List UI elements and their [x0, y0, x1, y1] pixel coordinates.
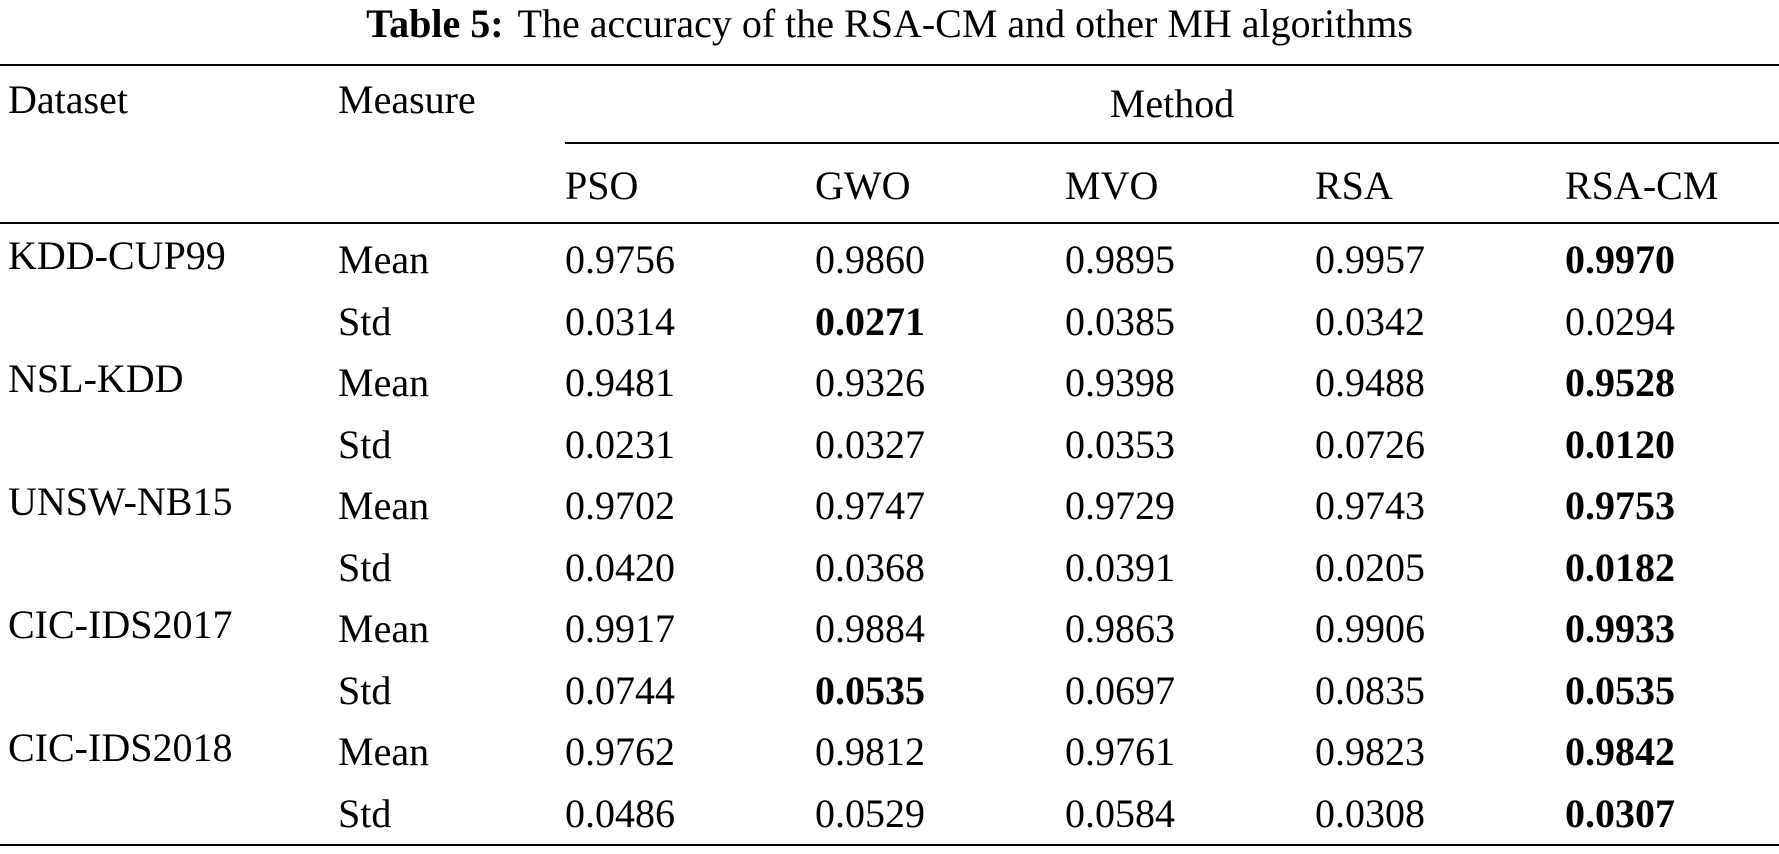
table-cell: 0.0342: [1315, 299, 1425, 344]
table-cell: 0.9860: [815, 237, 925, 282]
table-cell: 0.9756: [565, 237, 675, 282]
table-cell: 0.0120: [1565, 422, 1675, 467]
row-measure: Std: [338, 299, 392, 344]
table-cell: 0.9917: [565, 606, 675, 651]
table-cell: 0.0744: [565, 668, 675, 713]
method-rule: [565, 142, 1779, 144]
table-caption: Table 5: The accuracy of the RSA-CM and o…: [0, 0, 1779, 56]
table-cell: 0.0314: [565, 299, 675, 344]
table-cell: 0.0726: [1315, 422, 1425, 467]
table-cell: 0.9823: [1315, 729, 1425, 774]
row-measure: Std: [338, 545, 392, 590]
caption-text: The accuracy of the RSA-CM and other MH …: [517, 1, 1413, 46]
table-cell: 0.0535: [1565, 668, 1675, 713]
header-method-rsa: RSA: [1315, 163, 1393, 208]
row-measure: Mean: [338, 483, 430, 528]
table-cell: 0.9906: [1315, 606, 1425, 651]
table-cell: 0.0368: [815, 545, 925, 590]
header-method-pso: PSO: [565, 163, 639, 208]
table-cell: 0.9747: [815, 483, 925, 528]
table-cell: 0.9895: [1065, 237, 1175, 282]
table-cell: 0.9970: [1565, 237, 1675, 282]
table-cell: 0.9481: [565, 360, 675, 405]
table-cell: 0.9812: [815, 729, 925, 774]
header-measure: Measure: [338, 77, 476, 122]
table-cell: 0.9528: [1565, 360, 1675, 405]
table-cell: 0.0835: [1315, 668, 1425, 713]
table-cell: 0.0205: [1315, 545, 1425, 590]
header-method-mvo: MVO: [1065, 163, 1159, 208]
table-cell: 0.9398: [1065, 360, 1175, 405]
header-dataset: Dataset: [8, 77, 128, 122]
table-cell: 0.9884: [815, 606, 925, 651]
caption-label: Table 5:: [366, 1, 504, 46]
top-rule: [0, 64, 1779, 66]
row-measure: Mean: [338, 360, 430, 405]
table-cell: 0.0529: [815, 791, 925, 836]
header-method-rsa-cm: RSA-CM: [1565, 163, 1719, 208]
header-rule: [0, 222, 1779, 224]
row-measure: Mean: [338, 729, 430, 774]
row-dataset: NSL-KDD: [8, 356, 184, 401]
table-cell: 0.0535: [815, 668, 925, 713]
header-method-gwo: GWO: [815, 163, 911, 208]
table-cell: 0.0182: [1565, 545, 1675, 590]
table-cell: 0.0327: [815, 422, 925, 467]
table-cell: 0.0385: [1065, 299, 1175, 344]
table-cell: 0.0231: [565, 422, 675, 467]
table-cell: 0.0420: [565, 545, 675, 590]
table-cell: 0.0584: [1065, 791, 1175, 836]
row-measure: Mean: [338, 237, 430, 282]
row-dataset: CIC-IDS2018: [8, 725, 233, 770]
table-cell: 0.9743: [1315, 483, 1425, 528]
table-cell: 0.0486: [565, 791, 675, 836]
table-cell: 0.9729: [1065, 483, 1175, 528]
table-cell: 0.9842: [1565, 729, 1675, 774]
table-cell: 0.9957: [1315, 237, 1425, 282]
table-cell: 0.0294: [1565, 299, 1675, 344]
table-cell: 0.9326: [815, 360, 925, 405]
table-cell: 0.0353: [1065, 422, 1175, 467]
table-cell: 0.0697: [1065, 668, 1175, 713]
row-measure: Mean: [338, 606, 430, 651]
row-measure: Std: [338, 422, 392, 467]
row-measure: Std: [338, 668, 392, 713]
header-method: Method: [1109, 81, 1235, 126]
table-cell: 0.9488: [1315, 360, 1425, 405]
table-cell: 0.9702: [565, 483, 675, 528]
table-cell: 0.9761: [1065, 729, 1175, 774]
row-dataset: KDD-CUP99: [8, 233, 226, 278]
row-dataset: CIC-IDS2017: [8, 602, 233, 647]
row-measure: Std: [338, 791, 392, 836]
row-dataset: UNSW-NB15: [8, 479, 233, 524]
table-cell: 0.0271: [815, 299, 925, 344]
table-cell: 0.0308: [1315, 791, 1425, 836]
table-cell: 0.9863: [1065, 606, 1175, 651]
table-cell: 0.0391: [1065, 545, 1175, 590]
table-cell: 0.9762: [565, 729, 675, 774]
table-cell: 0.9933: [1565, 606, 1675, 651]
table-cell: 0.9753: [1565, 483, 1675, 528]
bottom-rule: [0, 844, 1779, 846]
table-cell: 0.0307: [1565, 791, 1675, 836]
